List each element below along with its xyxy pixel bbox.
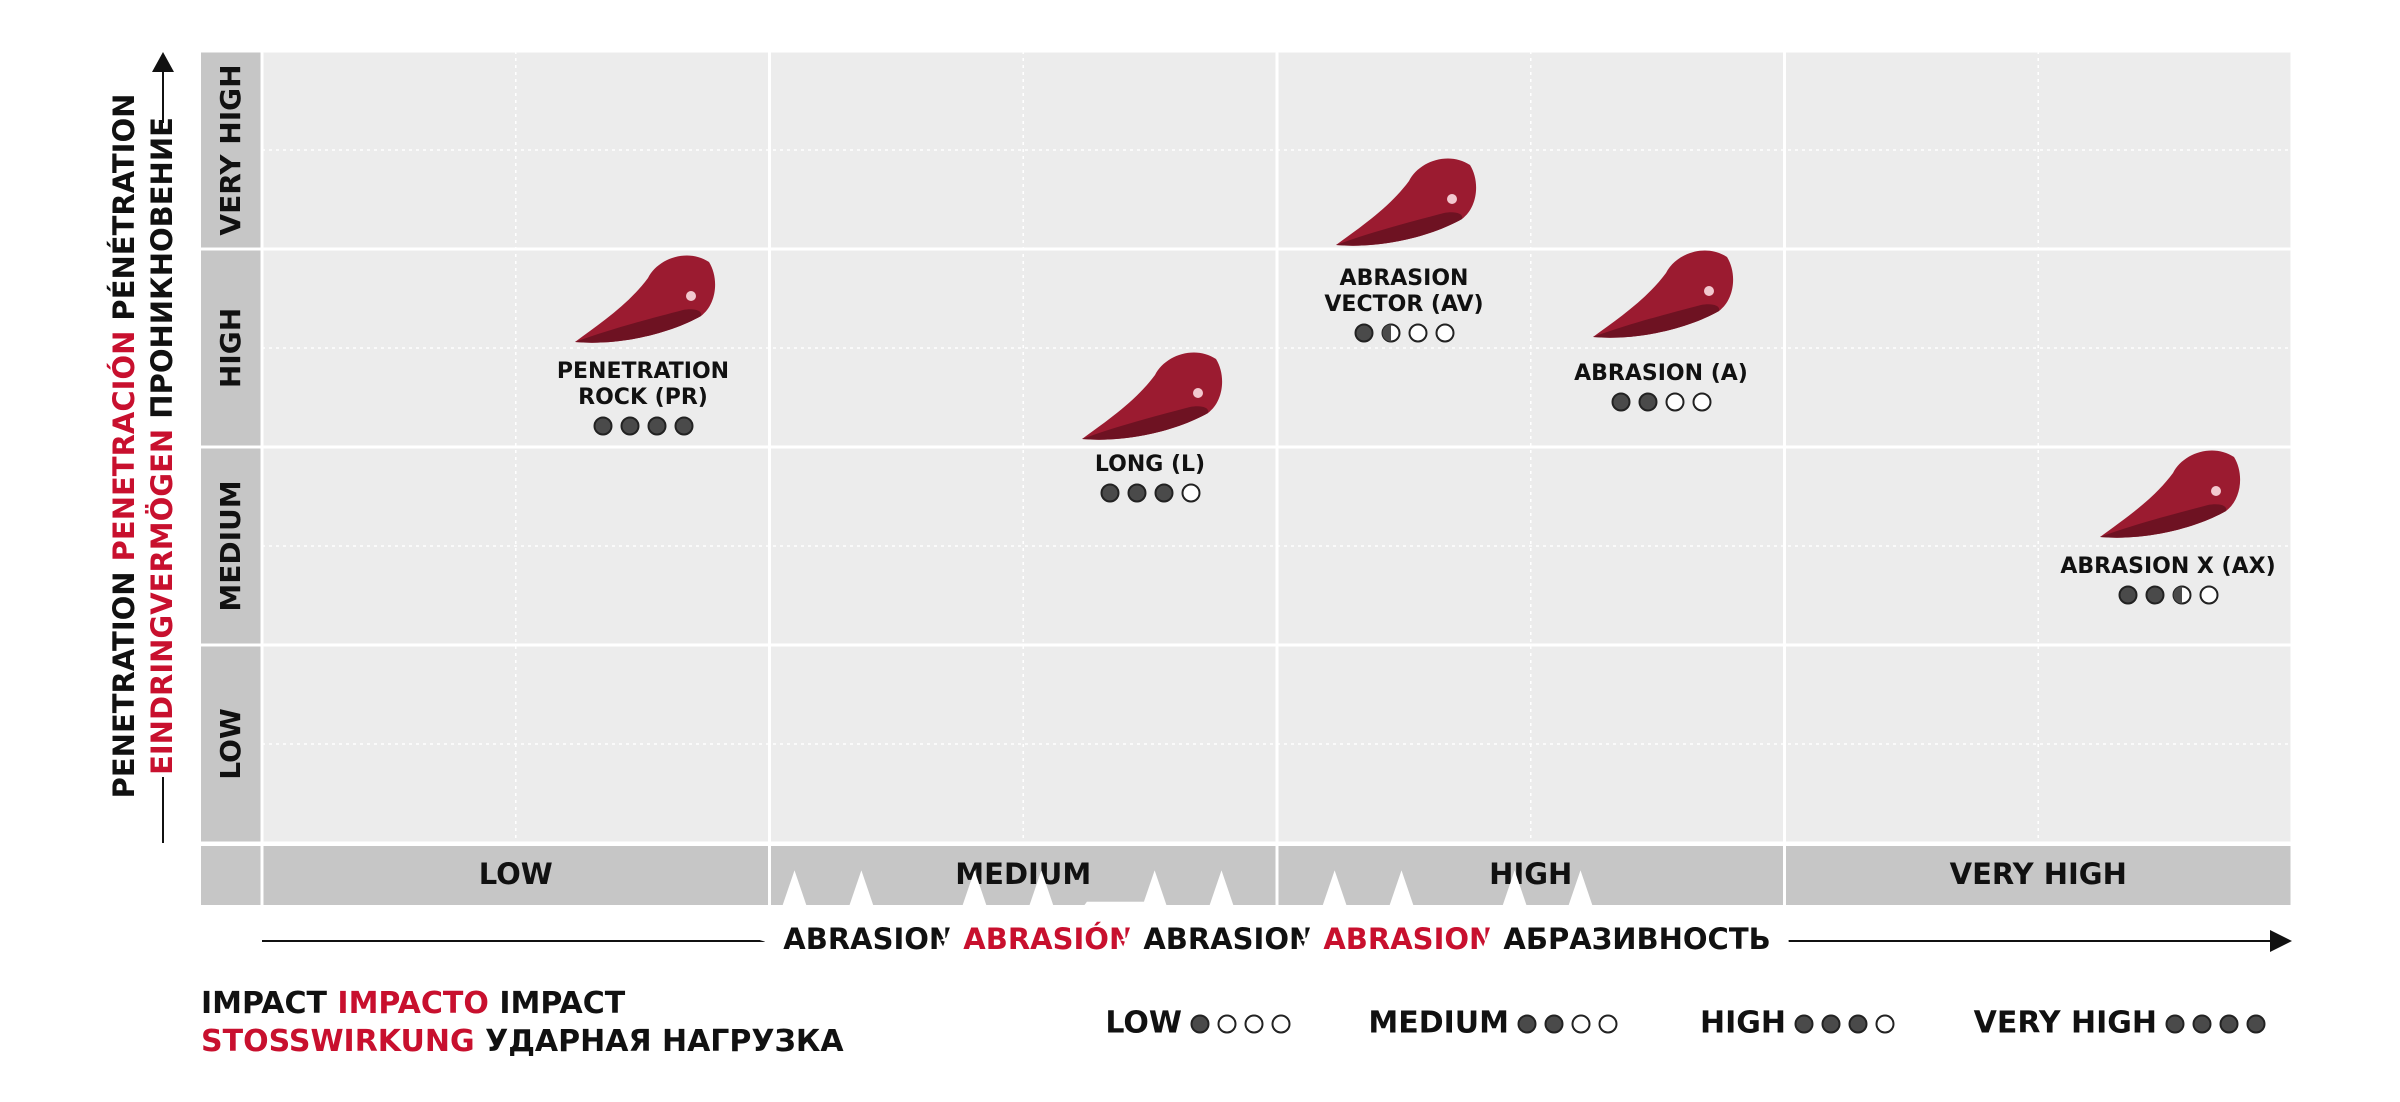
impact-dot (2118, 585, 2138, 605)
tooth-icon (575, 255, 716, 343)
impact-dot (1354, 323, 1374, 343)
item-label: LONG (L) (1095, 452, 1205, 477)
title-word: EINDRINGVERMÖGEN (145, 419, 179, 775)
tooth-hole (2211, 486, 2221, 496)
impact-dot (1598, 1014, 1618, 1034)
impact-dot (2165, 1014, 2185, 1034)
impact-dot (1181, 483, 1201, 503)
tooth-hole (686, 291, 696, 301)
title-word: PÉNÉTRATION (107, 94, 141, 321)
impact-dot (2246, 1014, 2266, 1034)
title-word: ABRASION (1323, 922, 1503, 956)
impact-dot (2192, 1014, 2212, 1034)
title-word: ABRASION (1143, 922, 1323, 956)
impact-dot (1692, 392, 1712, 412)
tooth-icon (2100, 450, 2241, 538)
title-word: ABRASION (783, 922, 963, 956)
tooth-hole (1704, 286, 1714, 296)
tooth-shade (1593, 304, 1720, 338)
impact-dot (620, 416, 640, 436)
tooth-shade (2100, 504, 2227, 538)
title-word: ABRASIÓN (963, 922, 1143, 956)
impact-dot (1408, 323, 1428, 343)
x-axis-title: ABRASION ABRASIÓN ABRASION ABRASION АБРА… (783, 922, 1770, 956)
x-axis-arrow (2270, 930, 2292, 952)
impact-dot (1244, 1014, 1264, 1034)
multilingual-title: IMPACT IMPACTO IMPACT STOSSWIRKUNG УДАРНА… (201, 986, 844, 1059)
x-level-label: HIGH (1489, 857, 1572, 891)
tooth-hole (1193, 388, 1203, 398)
x-level-label: VERY HIGH (1950, 857, 2127, 891)
impact-dot-half (2173, 586, 2182, 604)
item-label: ABRASION (A) (1574, 361, 1748, 386)
impact-dot (1665, 392, 1685, 412)
y-level-label: LOW (214, 708, 247, 780)
item-label: ROCK (PR) (578, 385, 708, 410)
title-word: PENETRACIÓN (107, 321, 141, 562)
impact-dot (1875, 1014, 1895, 1034)
legend-label: MEDIUM (1368, 1006, 1509, 1041)
impact-dot (1154, 483, 1174, 503)
tooth-icon (1593, 250, 1734, 338)
title-word: IMPACT (499, 986, 625, 1021)
impact-dot (1271, 1014, 1291, 1034)
impact-dot (1571, 1014, 1591, 1034)
title-word: УДАРНАЯ НАГРУЗКА (485, 1024, 844, 1059)
impact-dot (1435, 323, 1455, 343)
item-label: ABRASION X (AX) (2060, 554, 2275, 579)
tooth-shade (575, 309, 702, 343)
impact-dot-half (1382, 324, 1391, 342)
multilingual-title: PENETRATION PENETRACIÓN PÉNÉTRATION EINDR… (107, 94, 179, 799)
x-level-label: LOW (479, 857, 553, 891)
impact-dot (1611, 392, 1631, 412)
impact-dot (1638, 392, 1658, 412)
impact-dot (1517, 1014, 1537, 1034)
impact-dot (1190, 1014, 1210, 1034)
title-word: IMPACTO (337, 986, 499, 1021)
impact-dot (1544, 1014, 1564, 1034)
impact-dot (674, 416, 694, 436)
impact-dot (1100, 483, 1120, 503)
impact-dot (1821, 1014, 1841, 1034)
legend-label: HIGH (1700, 1006, 1786, 1041)
impact-dot (1127, 483, 1147, 503)
tooth-hole (1447, 194, 1457, 204)
y-level-label: MEDIUM (214, 480, 247, 611)
impact-dot (647, 416, 667, 436)
y-level-label: VERY HIGH (214, 64, 247, 235)
item-label: ABRASION (1340, 266, 1469, 291)
title-word: АБРАЗИВНОСТЬ (1503, 922, 1770, 956)
title-word: IMPACT (201, 986, 337, 1021)
tooth-icon (1336, 158, 1477, 246)
impact-dot (1848, 1014, 1868, 1034)
legend-label: VERY HIGH (1974, 1006, 2157, 1041)
x-level-label: MEDIUM (955, 857, 1091, 891)
x-level-row (201, 846, 2292, 905)
impact-dot (2145, 585, 2165, 605)
impact-dot (1217, 1014, 1237, 1034)
legend-label: LOW (1105, 1006, 1182, 1041)
impact-dot (1794, 1014, 1814, 1034)
item-label: VECTOR (AV) (1324, 292, 1483, 317)
y-axis-arrow (152, 52, 174, 72)
tooth-shade (1336, 212, 1463, 246)
impact-dot (593, 416, 613, 436)
impact-dot (2219, 1014, 2239, 1034)
y-level-label: HIGH (214, 308, 247, 388)
title-word: STOSSWIRKUNG (201, 1024, 485, 1059)
impact-dot (2199, 585, 2219, 605)
item-label: PENETRATION (557, 359, 729, 384)
tooth-icon (1082, 352, 1223, 440)
tooth-shade (1082, 406, 1209, 440)
title-word: PENETRATION (107, 561, 141, 798)
title-word: ПРОНИКНОВЕНИЕ (145, 117, 179, 419)
